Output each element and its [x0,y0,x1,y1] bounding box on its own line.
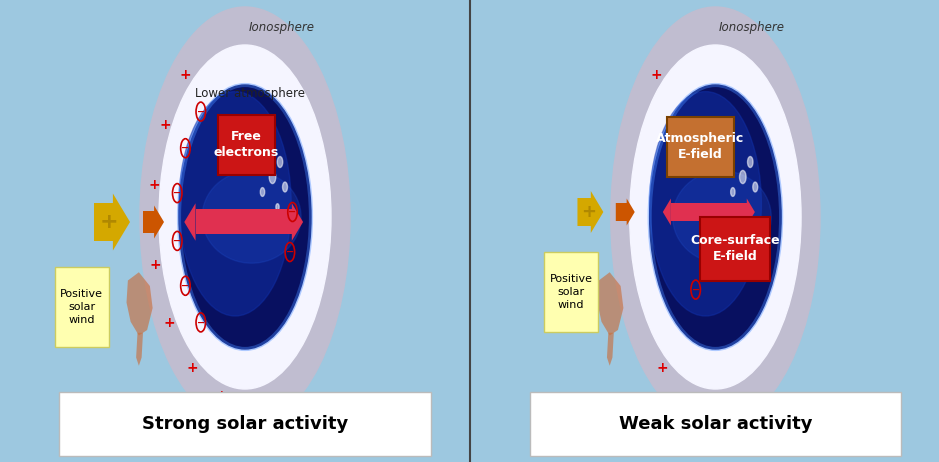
Text: Lower atmosphere: Lower atmosphere [195,87,305,100]
Circle shape [260,188,265,196]
Circle shape [140,7,350,427]
Text: Free
electrons: Free electrons [213,130,279,159]
Text: +: + [163,316,175,330]
Text: +: + [186,361,198,376]
Circle shape [731,188,735,196]
FancyBboxPatch shape [54,267,109,347]
Text: Ionosphere: Ionosphere [249,22,315,35]
Polygon shape [94,194,130,250]
Text: +: + [179,68,192,82]
Polygon shape [663,199,670,225]
Polygon shape [127,272,153,335]
Text: −: − [173,236,181,246]
Circle shape [179,91,291,316]
Text: +: + [160,118,171,132]
Ellipse shape [672,171,771,263]
Polygon shape [597,272,623,335]
FancyBboxPatch shape [544,252,598,332]
Ellipse shape [202,171,301,263]
Circle shape [747,204,749,210]
Polygon shape [670,203,747,221]
Circle shape [277,157,283,168]
Text: Core-surface
E-field: Core-surface E-field [690,235,780,263]
Circle shape [276,204,279,210]
Polygon shape [292,203,303,241]
Text: −: − [181,281,190,291]
Text: −: − [196,317,205,328]
Text: Weak solar activity: Weak solar activity [619,415,812,433]
Circle shape [753,182,758,192]
Circle shape [268,218,272,226]
Text: −: − [196,107,205,116]
FancyBboxPatch shape [700,217,770,281]
FancyBboxPatch shape [218,115,274,175]
Text: Atmospheric
E-field: Atmospheric E-field [656,133,745,162]
Circle shape [650,85,781,349]
Text: −: − [285,247,294,257]
Text: +: + [215,389,227,402]
Circle shape [610,7,820,427]
Text: −: − [749,228,758,238]
Text: −: − [288,207,297,217]
Circle shape [650,91,762,316]
Circle shape [630,45,801,389]
FancyBboxPatch shape [667,117,733,177]
Text: Ionosphere: Ionosphere [719,22,785,35]
Text: +: + [100,212,118,232]
Polygon shape [607,333,614,366]
Text: +: + [150,258,162,272]
FancyBboxPatch shape [59,392,431,456]
Circle shape [738,218,742,226]
Text: −: − [181,143,190,153]
Circle shape [269,170,276,183]
Text: +: + [148,178,160,192]
Circle shape [283,182,287,192]
Text: −: − [692,285,700,295]
Text: Positive
solar
wind: Positive solar wind [60,289,103,325]
Circle shape [723,158,728,166]
Polygon shape [747,199,755,225]
Circle shape [179,85,311,349]
Text: −: − [173,188,181,198]
Text: −: − [675,133,684,143]
Circle shape [740,170,747,183]
Polygon shape [143,206,164,238]
Circle shape [159,45,331,389]
Text: +: + [651,68,662,82]
Polygon shape [577,191,604,233]
Polygon shape [616,199,635,225]
Polygon shape [136,333,143,366]
Text: +: + [656,361,669,376]
Text: Positive
solar
wind: Positive solar wind [549,274,593,310]
Polygon shape [184,203,195,241]
Circle shape [254,158,257,166]
Polygon shape [195,209,292,235]
Text: Strong solar activity: Strong solar activity [142,415,348,433]
Circle shape [747,157,753,168]
Text: +: + [581,203,596,221]
FancyBboxPatch shape [531,392,901,456]
